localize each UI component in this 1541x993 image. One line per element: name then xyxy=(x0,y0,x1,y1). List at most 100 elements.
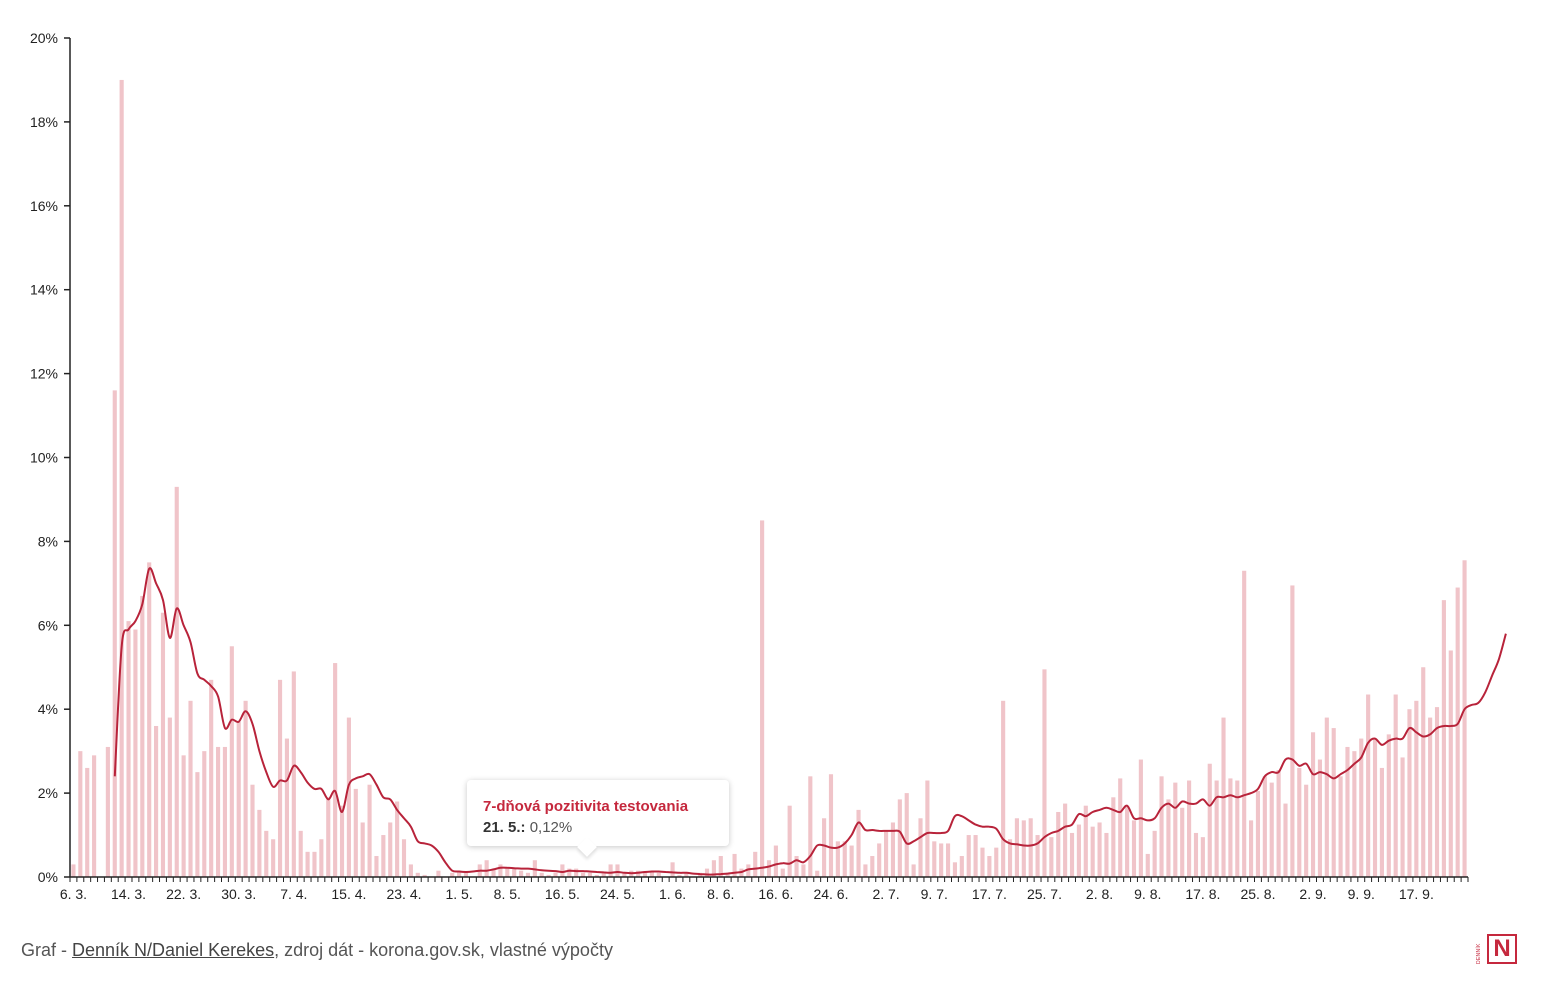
bar xyxy=(498,864,503,877)
bar xyxy=(85,767,90,877)
bar xyxy=(119,79,124,877)
bar xyxy=(615,864,620,877)
bar xyxy=(725,872,730,877)
bar xyxy=(1262,776,1267,877)
bar xyxy=(1462,560,1467,877)
bar xyxy=(381,835,386,877)
footer-suffix: , zdroj dát - korona.gov.sk, vlastné výp… xyxy=(274,940,613,960)
bar xyxy=(126,621,131,877)
bar xyxy=(505,868,510,877)
bar xyxy=(1125,805,1130,877)
bar xyxy=(1152,830,1157,877)
bar xyxy=(236,721,241,877)
bar xyxy=(952,862,958,877)
bar xyxy=(711,860,716,877)
bar xyxy=(243,700,248,877)
bar xyxy=(1283,803,1288,877)
bar xyxy=(367,784,372,877)
bar xyxy=(1414,700,1419,877)
bar xyxy=(1118,778,1123,877)
bar xyxy=(450,872,455,877)
bar xyxy=(801,864,806,877)
x-tick-label: 24. 5. xyxy=(600,886,635,902)
bar xyxy=(1421,667,1426,877)
y-tick-label: 16% xyxy=(30,198,58,214)
bar xyxy=(71,864,76,877)
bar xyxy=(884,830,889,877)
bar xyxy=(925,780,930,877)
bar xyxy=(601,872,606,877)
author-link[interactable]: Denník N/Daniel Kerekes xyxy=(72,940,275,960)
bar xyxy=(787,805,792,877)
bar xyxy=(105,746,110,877)
bar xyxy=(608,864,613,877)
x-tick-label: 25. 8. xyxy=(1240,886,1275,902)
bar xyxy=(408,864,413,877)
bar xyxy=(195,772,200,877)
bar xyxy=(312,851,317,877)
bar xyxy=(1083,805,1088,877)
bar xyxy=(346,717,351,877)
bar xyxy=(140,595,145,877)
bar xyxy=(1187,780,1192,877)
bar xyxy=(209,679,214,877)
bar xyxy=(160,612,166,877)
logo-letter: N xyxy=(1487,934,1517,964)
bar xyxy=(911,864,916,877)
bar xyxy=(794,856,799,877)
x-tick-label: 1. 6. xyxy=(659,886,686,902)
bar xyxy=(388,822,393,877)
bar xyxy=(512,868,517,877)
bar xyxy=(1297,767,1302,877)
bar xyxy=(1235,780,1240,877)
x-tick-label: 8. 5. xyxy=(494,886,521,902)
bar xyxy=(918,818,923,877)
bar xyxy=(897,799,902,877)
bar xyxy=(395,801,400,877)
bar xyxy=(215,746,221,877)
bar xyxy=(966,835,971,877)
bar xyxy=(1069,832,1075,877)
x-tick-label: 17. 9. xyxy=(1399,886,1434,902)
x-tick-label: 17. 7. xyxy=(972,886,1007,902)
tooltip-row: 21. 5.: 0,12% xyxy=(483,817,713,839)
bar xyxy=(1193,832,1199,877)
bar xyxy=(422,874,427,877)
bar xyxy=(987,856,992,877)
y-tick-label: 8% xyxy=(38,533,58,549)
x-tick-label: 1. 5. xyxy=(445,886,472,902)
x-tick-label: 25. 7. xyxy=(1027,886,1062,902)
bar xyxy=(519,870,524,877)
bar xyxy=(1310,732,1316,877)
bar xyxy=(1028,818,1033,877)
bar xyxy=(822,818,827,877)
x-tick-label: 6. 3. xyxy=(60,886,87,902)
x-tick-label: 24. 6. xyxy=(813,886,848,902)
x-tick-label: 17. 8. xyxy=(1185,886,1220,902)
bar xyxy=(656,872,661,877)
y-tick-label: 20% xyxy=(30,30,58,46)
bar xyxy=(732,853,737,877)
bar xyxy=(1441,600,1446,877)
bar xyxy=(863,864,868,877)
y-tick-label: 14% xyxy=(30,282,58,298)
bar xyxy=(574,868,579,877)
bar xyxy=(250,784,255,877)
bar xyxy=(147,562,152,877)
x-tick-label: 14. 3. xyxy=(111,886,146,902)
bar xyxy=(1249,820,1254,877)
bar xyxy=(305,851,310,877)
dennik-n-logo: DENNÍK N xyxy=(1476,932,1520,966)
bar xyxy=(1166,799,1171,877)
bar xyxy=(594,874,599,877)
bar xyxy=(567,868,572,877)
x-tick-label: 2. 7. xyxy=(872,886,899,902)
bar xyxy=(277,679,283,877)
bar xyxy=(1097,822,1102,877)
bar xyxy=(945,843,951,877)
bar xyxy=(167,717,172,877)
bar xyxy=(1269,782,1274,877)
x-tick-label: 7. 4. xyxy=(280,886,307,902)
bar xyxy=(436,870,441,877)
